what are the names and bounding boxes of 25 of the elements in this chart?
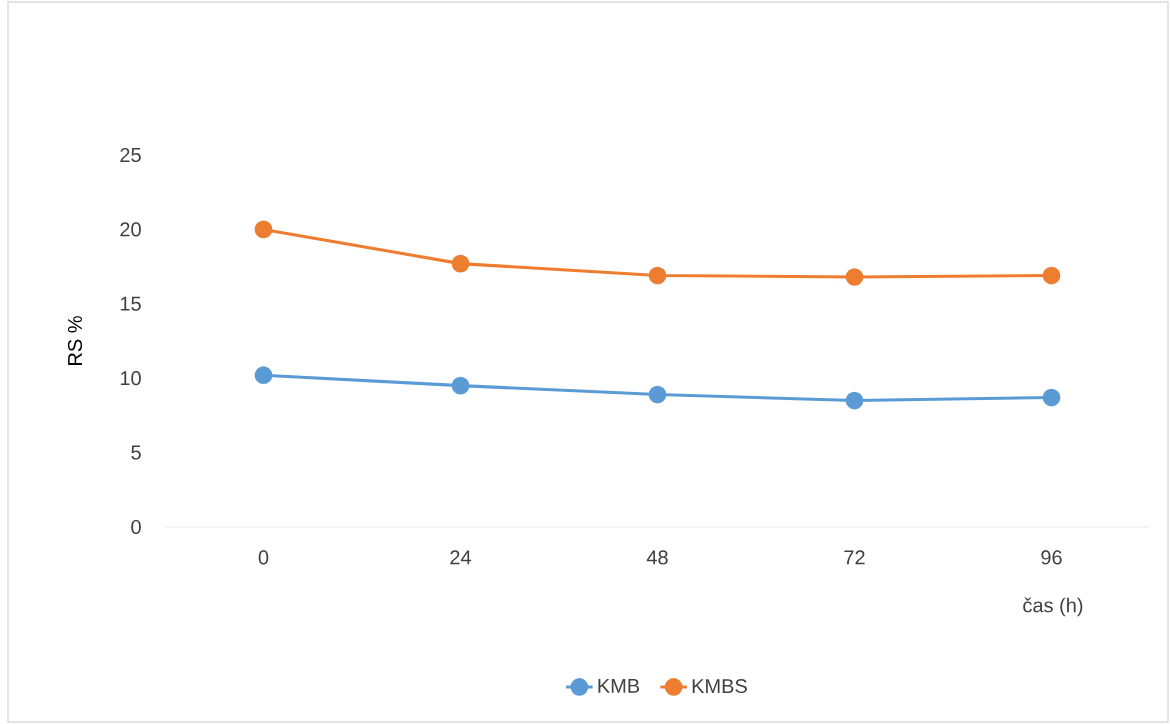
point <box>1042 266 1061 285</box>
x-tick-label: 48 <box>646 550 668 565</box>
point <box>254 220 273 239</box>
y-tick-label: 0 <box>131 519 141 535</box>
point <box>451 376 470 395</box>
legend-label: KMBS <box>692 678 747 694</box>
point <box>845 391 864 410</box>
x-tick-label: 0 <box>258 550 269 565</box>
x-tick-label: 72 <box>844 550 865 565</box>
point <box>1042 388 1061 407</box>
point <box>845 268 864 286</box>
y-tick-label: 20 <box>120 222 141 237</box>
point <box>648 266 667 285</box>
point <box>648 385 667 404</box>
point <box>254 366 273 385</box>
y-tick-label: 10 <box>120 371 141 386</box>
y-tick-label: 5 <box>131 445 141 460</box>
x-axis-title: čas (h) <box>1023 597 1083 617</box>
point <box>451 254 470 273</box>
x-tick-label: 24 <box>450 550 472 565</box>
x-tick-label: 96 <box>1041 550 1062 565</box>
y-tick-label: 15 <box>120 296 141 311</box>
y-tick-label: 25 <box>120 147 141 163</box>
y-axis-title: RS % <box>67 316 83 365</box>
legend-label: KMB <box>598 679 640 693</box>
